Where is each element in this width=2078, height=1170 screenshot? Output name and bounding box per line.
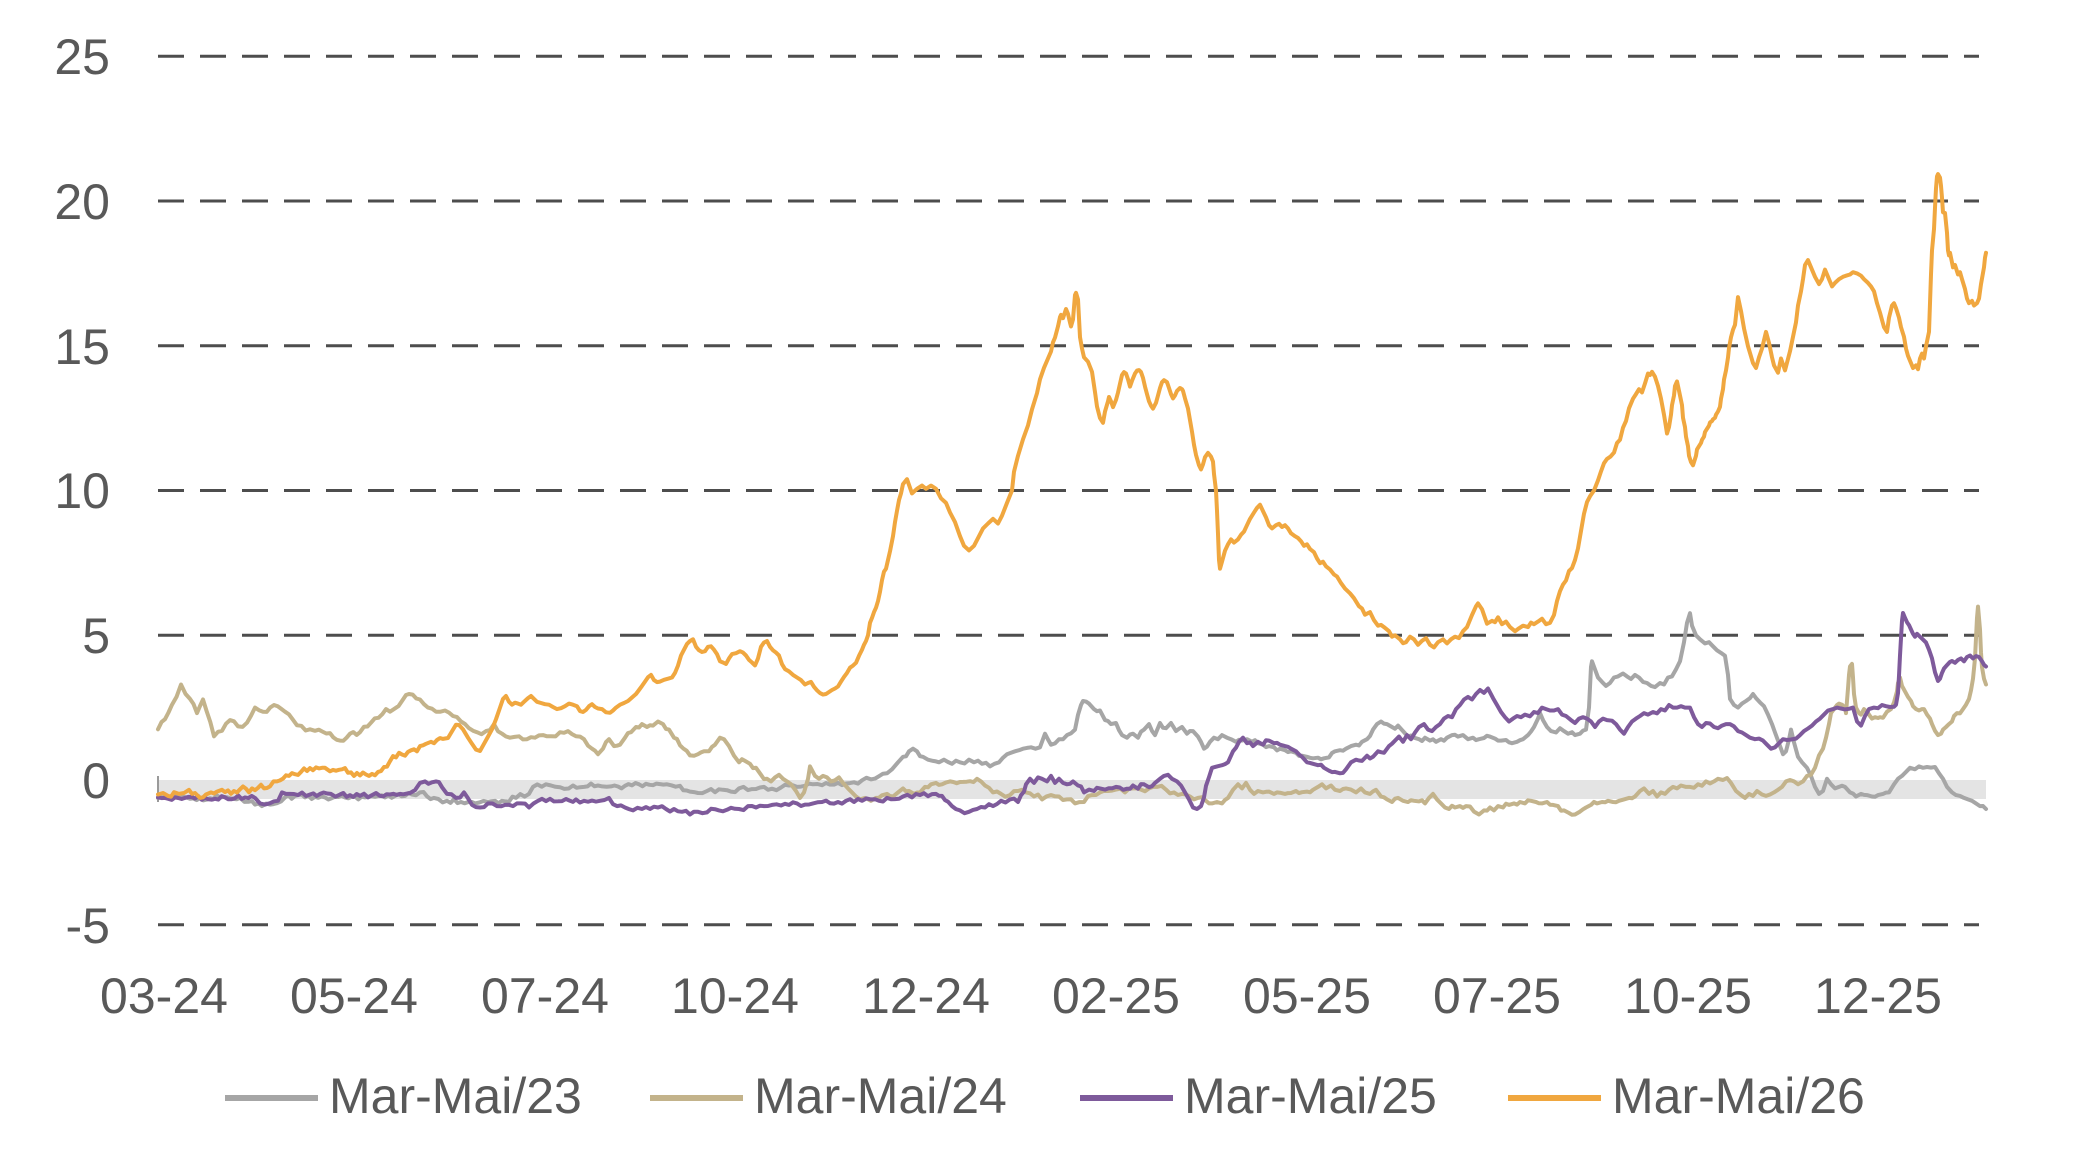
svg-text:Mar-Mai/24: Mar-Mai/24 [754,1068,1007,1124]
svg-text:07-25: 07-25 [1433,968,1561,1024]
svg-text:10-25: 10-25 [1624,968,1752,1024]
svg-text:5: 5 [82,608,110,664]
svg-text:03-24: 03-24 [100,968,228,1024]
svg-text:25: 25 [54,29,110,85]
svg-text:12-25: 12-25 [1814,968,1942,1024]
svg-text:Mar-Mai/23: Mar-Mai/23 [329,1068,582,1124]
svg-text:02-25: 02-25 [1052,968,1180,1024]
svg-text:Mar-Mai/25: Mar-Mai/25 [1184,1068,1437,1124]
svg-text:-5: -5 [66,898,110,954]
svg-text:07-24: 07-24 [481,968,609,1024]
svg-text:12-24: 12-24 [862,968,990,1024]
svg-text:20: 20 [54,174,110,230]
svg-text:05-24: 05-24 [290,968,418,1024]
svg-text:05-25: 05-25 [1243,968,1371,1024]
svg-text:Mar-Mai/26: Mar-Mai/26 [1612,1068,1865,1124]
svg-text:0: 0 [82,753,110,809]
svg-text:10-24: 10-24 [671,968,799,1024]
svg-text:15: 15 [54,319,110,375]
svg-text:10: 10 [54,463,110,519]
